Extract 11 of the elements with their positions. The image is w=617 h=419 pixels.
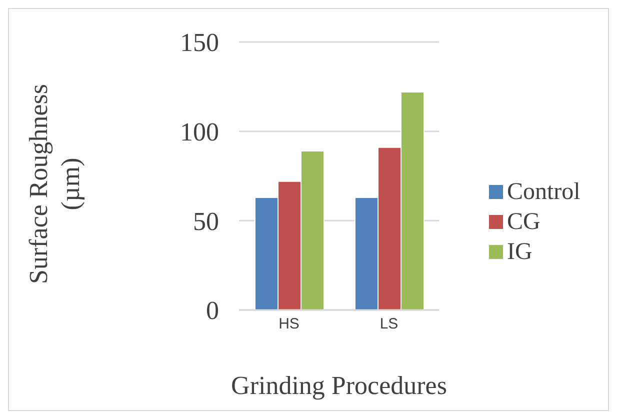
y-tick-label: 100 bbox=[180, 118, 219, 147]
x-tick-label: HS bbox=[278, 316, 300, 333]
y-tick-label: 0 bbox=[206, 296, 219, 326]
y-tick-label: 50 bbox=[193, 206, 219, 236]
x-axis-title: Grinding Procedures bbox=[231, 371, 447, 400]
legend-label: CG bbox=[507, 208, 540, 237]
legend-label: IG bbox=[507, 238, 532, 267]
legend-label: Control bbox=[507, 178, 580, 207]
y-axis-title: Surface Roughness (µm) bbox=[24, 84, 85, 284]
x-tick-label: LS bbox=[380, 316, 398, 333]
y-tick-label: 150 bbox=[180, 28, 219, 58]
